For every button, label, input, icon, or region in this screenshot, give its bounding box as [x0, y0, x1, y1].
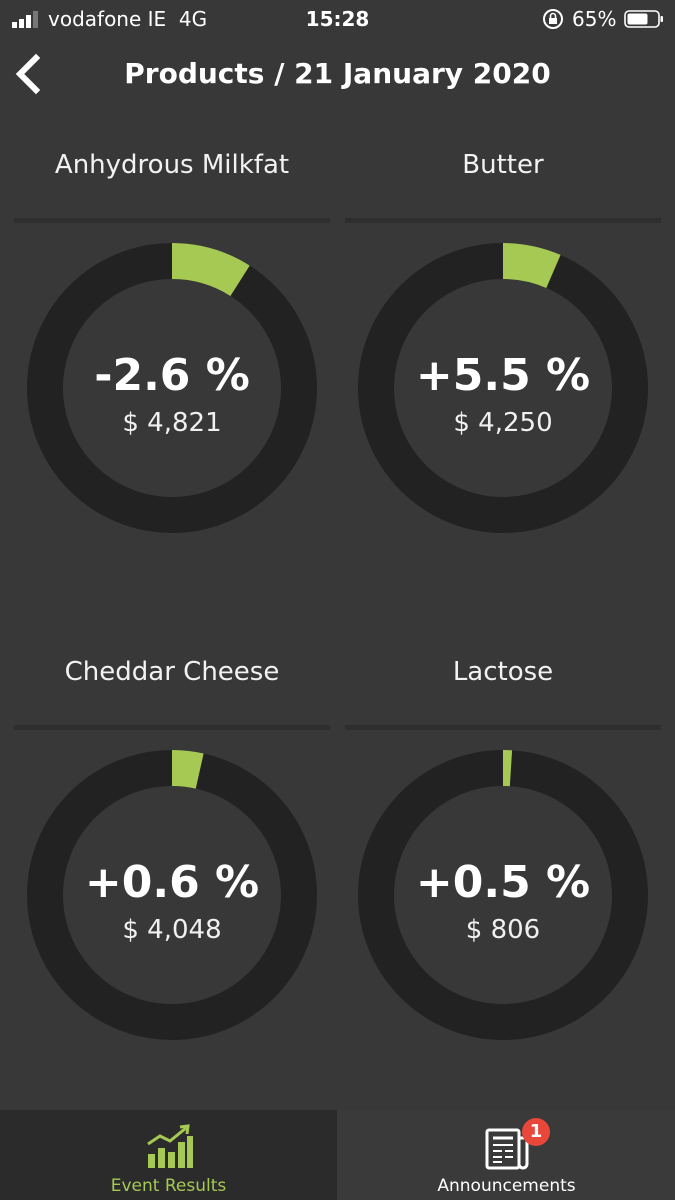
product-name: Cheddar Cheese	[64, 657, 280, 687]
tab-label: Announcements	[437, 1176, 576, 1196]
change-donut-gauge[interactable]	[26, 242, 318, 534]
product-name: Lactose	[452, 657, 554, 687]
change-donut-gauge[interactable]	[26, 749, 318, 1041]
product-name: Anhydrous Milkfat	[54, 150, 290, 180]
tab-label: Event Results	[110, 1176, 227, 1196]
battery-icon	[624, 10, 663, 28]
divider	[14, 725, 330, 730]
product-name: Butter	[462, 150, 544, 180]
product-price: $ 4,250	[453, 408, 553, 438]
navigation-bar: Products / 21 January 2020	[0, 38, 675, 114]
newspaper-icon	[485, 1128, 529, 1170]
product-price: $ 4,048	[122, 915, 222, 945]
divider	[345, 218, 661, 223]
product-price: $ 806	[465, 915, 541, 945]
gauge-progress-arc	[502, 243, 561, 289]
notification-badge: 1	[522, 1118, 550, 1146]
clock: 15:28	[305, 7, 370, 31]
battery-percentage: 65%	[572, 7, 617, 31]
tab-event-results[interactable]: Event Results	[0, 1110, 337, 1200]
carrier-info: vodafone IE 4G	[48, 7, 207, 31]
gauge-progress-arc	[171, 243, 250, 297]
divider	[14, 218, 330, 223]
change-donut-gauge[interactable]	[357, 749, 649, 1041]
change-percentage: +0.5 %	[415, 857, 591, 908]
change-donut-gauge[interactable]	[357, 242, 649, 534]
bar-chart-growth-icon	[147, 1124, 193, 1168]
carrier-name: vodafone IE	[48, 7, 167, 31]
signal-strength-icon	[12, 11, 38, 28]
rotation-lock-icon	[543, 9, 563, 29]
change-percentage: +0.6 %	[84, 857, 260, 908]
back-arrow-icon[interactable]	[10, 52, 46, 96]
page-title: Products / 21 January 2020	[124, 57, 551, 90]
product-price: $ 4,821	[122, 408, 222, 438]
change-percentage: +5.5 %	[415, 350, 591, 401]
divider	[345, 725, 661, 730]
tab-announcements[interactable]: 1 Announcements	[338, 1110, 675, 1200]
change-percentage: -2.6 %	[94, 350, 250, 401]
bottom-tab-bar: Event Results 1 Announcements	[0, 1110, 675, 1200]
gauge-progress-arc	[171, 750, 204, 789]
network-type: 4G	[178, 7, 208, 31]
status-bar: vodafone IE 4G 15:28 65%	[0, 0, 675, 38]
